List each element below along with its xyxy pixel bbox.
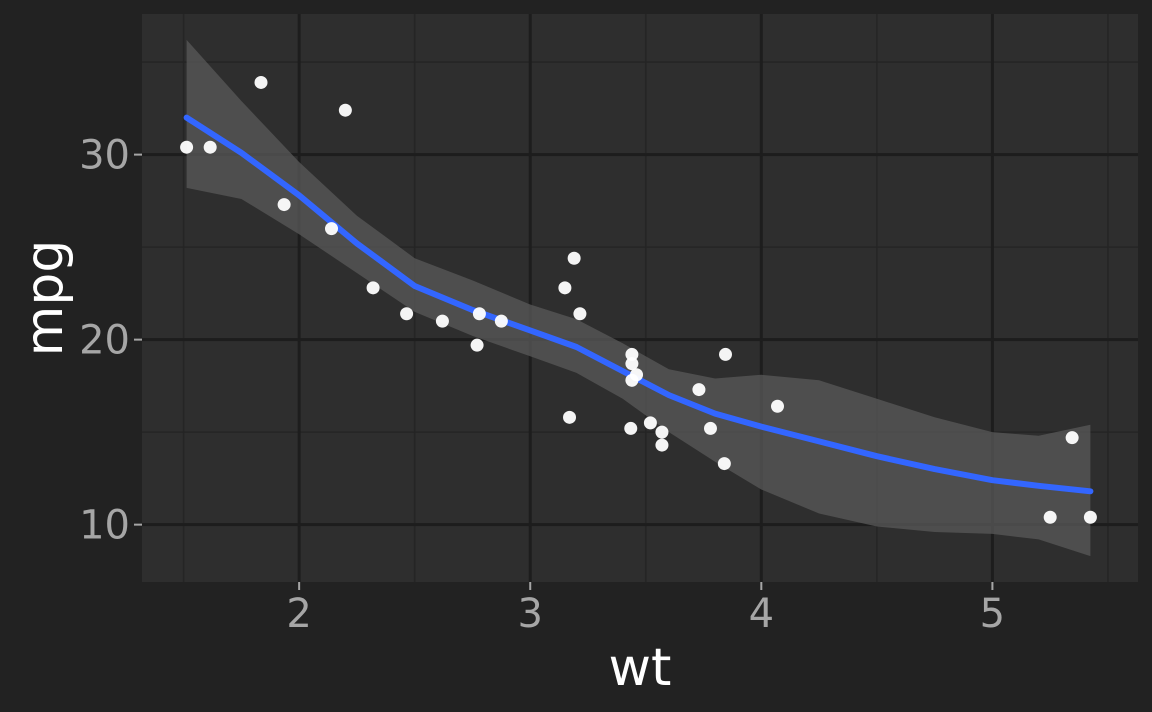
data-point [1065,431,1079,445]
data-point [630,368,644,382]
y-tick-label: 30 [79,133,130,179]
data-point [624,421,638,435]
data-point [338,103,352,117]
data-point [692,383,706,397]
data-point [494,314,508,328]
data-point [277,198,291,212]
confidence-band [186,39,1091,557]
x-tick-label: 3 [518,591,543,637]
data-point [719,347,733,361]
x-axis-title: wt [609,638,672,698]
y-tick-label: 20 [79,318,130,364]
x-axis: 2 3 4 5 [286,582,1005,637]
x-tick-label: 5 [980,591,1005,637]
data-point [203,140,217,154]
x-tick-label: 2 [286,591,311,637]
data-point [366,281,380,295]
data-point [655,425,669,439]
data-point [625,357,639,371]
data-point [1083,510,1097,524]
data-point [567,251,581,265]
data-point [472,307,486,321]
smooth-line [183,114,1094,495]
data-point [470,338,484,352]
x-tick-label: 4 [749,591,774,637]
data-point [558,281,572,295]
data-point [1043,510,1057,524]
data-point [703,421,717,435]
data-point [573,307,587,321]
data-point [324,222,338,236]
data-point [254,75,268,89]
data-point [717,457,731,471]
data-point [400,307,414,321]
data-point [655,438,669,452]
y-axis-title: mpg [15,240,75,357]
y-axis: 10 20 30 [79,133,142,549]
data-point [770,399,784,413]
data-point [435,314,449,328]
data-point [180,140,194,154]
data-point [625,347,639,361]
y-tick-label: 10 [79,503,130,549]
points-layer [180,75,1097,524]
data-point [643,416,657,430]
data-point [563,410,577,424]
